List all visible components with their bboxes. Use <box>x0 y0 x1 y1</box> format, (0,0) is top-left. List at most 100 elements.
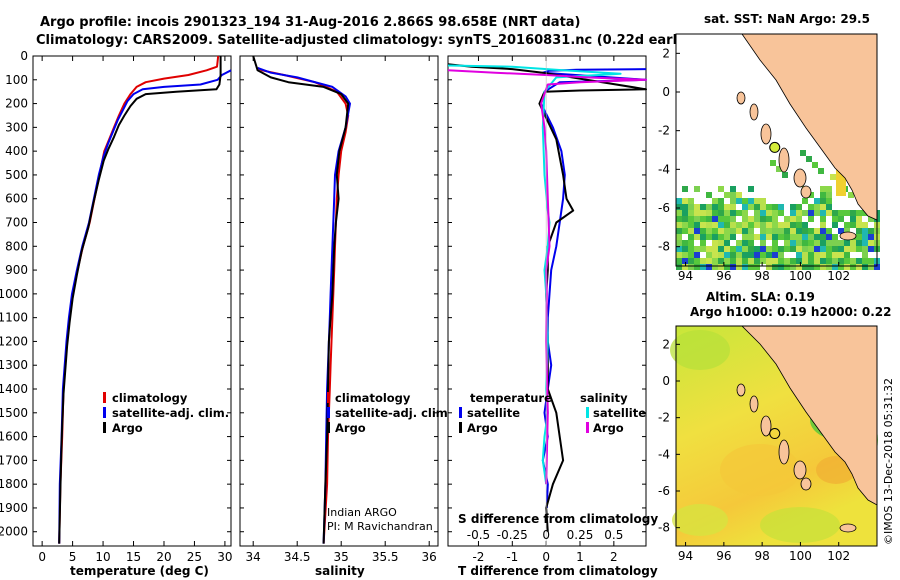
sst-cell <box>850 210 856 216</box>
sst-cell <box>682 222 688 228</box>
sst-cell <box>814 234 820 240</box>
series-argo <box>252 55 350 544</box>
s-difference-tick: 0.25 <box>567 528 594 542</box>
sst-cell <box>724 210 730 216</box>
sst-cell <box>766 222 772 228</box>
sst-cell <box>676 210 682 216</box>
difference-profiles <box>447 56 647 546</box>
x-tick-label: 2 <box>610 550 618 564</box>
sst-cell <box>832 234 838 240</box>
sst-cell <box>808 264 814 270</box>
t-difference-xlabel: T difference from climatology <box>458 564 658 578</box>
sst-cell <box>820 204 826 210</box>
sst-cell <box>748 252 754 258</box>
sst-cell <box>712 240 718 246</box>
sst-cell <box>700 234 706 240</box>
legend-swatch-climatology <box>103 392 106 403</box>
sst-cell <box>820 192 826 198</box>
difference-depth-ticks <box>448 55 646 533</box>
legend-label-satellite: satellite-adj. clim. <box>112 406 229 420</box>
sst-cell <box>718 204 724 210</box>
sst-cell <box>676 198 682 204</box>
sst-cell <box>778 246 784 252</box>
sla-map-subtitle: Argo h1000: 0.19 h2000: 0.22 <box>690 305 891 319</box>
sst-cell <box>802 222 808 228</box>
sst-cell <box>700 264 706 270</box>
sst-cell <box>784 234 790 240</box>
sst-cell <box>724 264 730 270</box>
sst-cell <box>760 198 766 204</box>
sst-cell <box>772 252 778 258</box>
sst-cell <box>760 228 766 234</box>
sst-cell <box>736 228 742 234</box>
sst-cell <box>712 198 718 204</box>
map-x-tick-label: 102 <box>827 549 850 563</box>
sst-cell <box>856 228 862 234</box>
sst-cell <box>856 210 862 216</box>
sst-cell <box>784 264 790 270</box>
sst-cell <box>724 252 730 258</box>
sst-cell <box>730 264 736 270</box>
x-tick-label: 0 <box>542 550 550 564</box>
island <box>793 168 807 188</box>
sst-cell <box>862 258 868 264</box>
sst-cell <box>802 246 808 252</box>
legend-swatch-argo <box>103 422 106 433</box>
sst-cell <box>826 246 832 252</box>
salinity-axes-frame <box>239 55 439 547</box>
sst-cell <box>796 222 802 228</box>
sst-cell <box>706 204 712 210</box>
sst-cell <box>682 228 688 234</box>
sst-cell <box>832 210 838 216</box>
credit-line-1: Indian ARGO <box>327 506 397 519</box>
depth-tick-label: 1100 <box>0 311 28 325</box>
sst-cell <box>772 204 778 210</box>
sst-cell <box>754 198 760 204</box>
sst-cell <box>784 216 790 222</box>
map-y-tick-label: 2 <box>662 337 670 351</box>
sst-cell <box>844 240 850 246</box>
sst-cell <box>742 198 748 204</box>
sst-cell <box>820 210 826 216</box>
sst-cell <box>736 210 742 216</box>
sst-cell <box>700 246 706 252</box>
sst-cell <box>806 156 812 162</box>
sst-cell <box>682 240 688 246</box>
sst-cell <box>688 252 694 258</box>
sst-cell <box>730 222 736 228</box>
salinity-xlabel: salinity <box>315 564 365 578</box>
sst-cell <box>766 204 772 210</box>
sst-cell <box>688 234 694 240</box>
sla-map-land <box>741 325 878 506</box>
sst-cell <box>856 240 862 246</box>
temperature-profiles <box>58 55 232 544</box>
temperature-axes-frame <box>32 55 232 547</box>
sst-cell <box>796 258 802 264</box>
sst-cell <box>742 222 748 228</box>
sst-cell <box>724 204 730 210</box>
temperature-x-axis: 0 5 10 15 20 25 30 <box>38 56 233 564</box>
salinity-x-axis: 34 34.5 35 35.5 36 <box>246 56 437 564</box>
island <box>839 523 857 533</box>
x-tick-label: 34 <box>246 550 261 564</box>
sst-cell <box>814 240 820 246</box>
sst-cell <box>808 192 814 198</box>
sst-cell <box>742 258 748 264</box>
legend-label-s-argo: Argo <box>593 421 624 435</box>
sst-cell <box>790 240 796 246</box>
sst-cell <box>760 246 766 252</box>
sst-cell <box>688 198 694 204</box>
sst-cell <box>844 210 850 216</box>
sst-cell <box>772 258 778 264</box>
sla-patch <box>672 504 728 536</box>
x-tick-label: 10 <box>95 550 110 564</box>
x-tick-label: 36 <box>422 550 437 564</box>
sst-cell <box>718 222 724 228</box>
sst-cell <box>712 258 718 264</box>
sla-map-title: Altim. SLA: 0.19 <box>706 290 815 304</box>
sst-cell <box>742 216 748 222</box>
sst-cell <box>748 264 754 270</box>
sst-cell <box>802 198 808 204</box>
sst-cell <box>676 246 682 252</box>
s-difference-label: S difference from climatology <box>458 512 658 526</box>
